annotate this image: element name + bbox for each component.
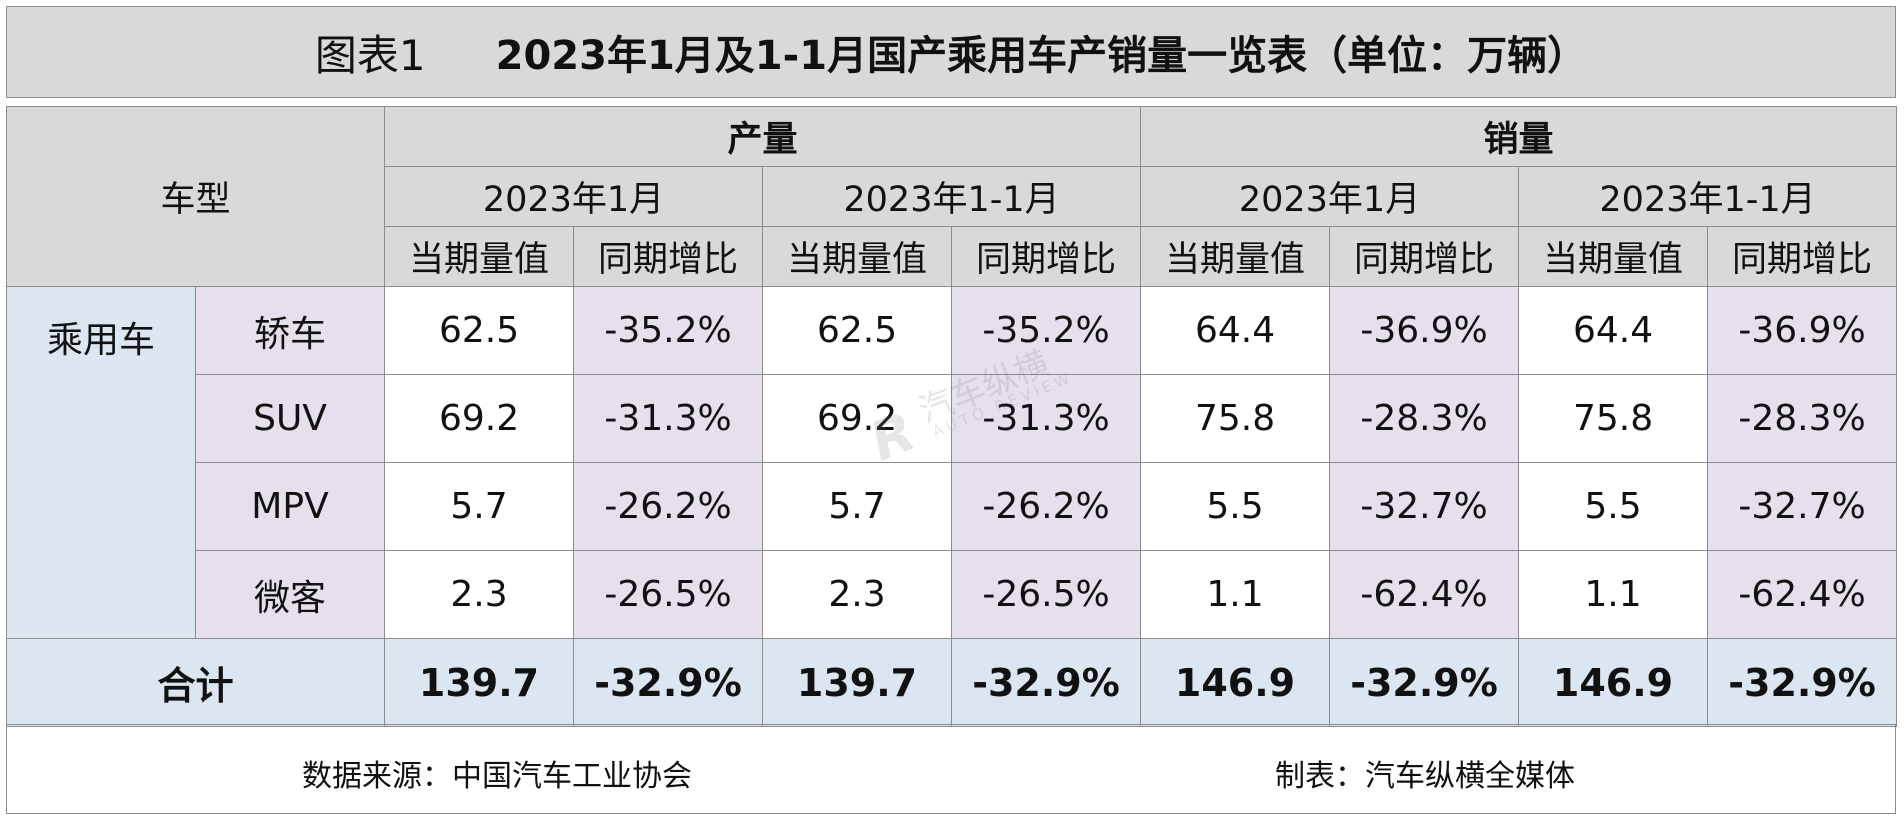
growth-cell: -31.3% (573, 374, 764, 463)
header-period: 2023年1-1月 (1518, 166, 1898, 227)
total-value-cell: 146.9 (1140, 638, 1331, 727)
total-growth-cell: -32.9% (951, 638, 1142, 727)
header-metric: 当期量值 (1518, 226, 1709, 287)
header-metric: 同期增比 (1707, 226, 1898, 287)
footer: 数据来源：中国汽车工业协会 制表：汽车纵横全媒体 (6, 724, 1896, 814)
total-label: 合计 (5, 638, 386, 727)
header-period: 2023年1月 (1140, 166, 1520, 227)
growth-cell: -35.2% (951, 286, 1142, 375)
growth-cell: -36.9% (1707, 286, 1898, 375)
table-row: 乘用车 轿车 62.5 -35.2% 62.5 -35.2% 64.4 -36.… (6, 286, 1898, 639)
vehicle-type-cell: 轿车 (194, 286, 386, 375)
source-note: 数据来源：中国汽车工业协会 (302, 759, 692, 794)
growth-cell: -35.2% (573, 286, 764, 375)
header-group-production: 产量 (384, 106, 1142, 167)
header-metric: 当期量值 (1140, 226, 1331, 287)
title-bar: 图表1 2023年1月及1-1月国产乘用车产销量一览表（单位：万辆） (6, 6, 1896, 98)
header-metric: 当期量值 (384, 226, 575, 287)
figure-label: 图表1 (314, 30, 426, 80)
page-title: 2023年1月及1-1月国产乘用车产销量一览表（单位：万辆） (495, 33, 1588, 79)
value-cell: 5.5 (1140, 462, 1331, 551)
vehicle-type-cell: MPV (194, 462, 386, 551)
vehicle-type-cell: SUV (194, 374, 386, 463)
value-cell: 64.4 (1140, 286, 1331, 375)
header-vehicle-type: 车型 (5, 106, 386, 287)
growth-cell: -62.4% (1329, 550, 1520, 639)
header-metric: 同期增比 (1329, 226, 1520, 287)
table-row: MPV 5.7 -26.2% 5.7 -26.2% 5.5 -32.7% 5.5… (7, 462, 1898, 551)
value-cell: 2.3 (384, 550, 575, 639)
header-metric: 同期增比 (951, 226, 1142, 287)
value-cell: 5.7 (762, 462, 953, 551)
value-cell: 75.8 (1518, 374, 1709, 463)
growth-cell: -26.2% (951, 462, 1142, 551)
growth-cell: -32.7% (1707, 462, 1898, 551)
growth-cell: -28.3% (1329, 374, 1520, 463)
total-value-cell: 146.9 (1518, 638, 1709, 727)
total-row: 合计 139.7 -32.9% 139.7 -32.9% 146.9 -32.9… (5, 638, 1898, 727)
value-cell: 62.5 (384, 286, 575, 375)
growth-cell: -31.3% (951, 374, 1142, 463)
value-cell: 1.1 (1518, 550, 1709, 639)
vehicle-type-cell: 微客 (194, 550, 386, 639)
growth-cell: -26.5% (573, 550, 764, 639)
table-row: SUV 69.2 -31.3% 69.2 -31.3% 75.8 -28.3% … (7, 374, 1898, 463)
total-value-cell: 139.7 (762, 638, 953, 727)
growth-cell: -28.3% (1707, 374, 1898, 463)
header-metric: 同期增比 (573, 226, 764, 287)
growth-cell: -36.9% (1329, 286, 1520, 375)
category-cell: 乘用车 (6, 286, 196, 639)
value-cell: 5.7 (384, 462, 575, 551)
total-value-cell: 139.7 (384, 638, 575, 727)
total-growth-cell: -32.9% (1329, 638, 1520, 727)
table-row: 微客 2.3 -26.5% 2.3 -26.5% 1.1 -62.4% 1.1 … (7, 550, 1898, 639)
total-growth-cell: -32.9% (1707, 638, 1898, 727)
value-cell: 5.5 (1518, 462, 1709, 551)
header-period: 2023年1月 (384, 166, 764, 227)
value-cell: 2.3 (762, 550, 953, 639)
header-period: 2023年1-1月 (762, 166, 1142, 227)
value-cell: 1.1 (1140, 550, 1331, 639)
growth-cell: -26.2% (573, 462, 764, 551)
value-cell: 62.5 (762, 286, 953, 375)
growth-cell: -32.7% (1329, 462, 1520, 551)
header-group-sales: 销量 (1140, 106, 1898, 167)
growth-cell: -62.4% (1707, 550, 1898, 639)
value-cell: 75.8 (1140, 374, 1331, 463)
header-metric: 当期量值 (762, 226, 953, 287)
table-figure: 图表1 2023年1月及1-1月国产乘用车产销量一览表（单位：万辆） 车型 产量… (5, 6, 1898, 817)
maker-note: 制表：汽车纵横全媒体 (1275, 759, 1575, 794)
production-sales-table: 车型 产量 销量 2023年1月 2023年1-1月 2023年1月 2023年… (5, 106, 1898, 727)
value-cell: 69.2 (384, 374, 575, 463)
value-cell: 69.2 (762, 374, 953, 463)
value-cell: 64.4 (1518, 286, 1709, 375)
total-growth-cell: -32.9% (573, 638, 764, 727)
growth-cell: -26.5% (951, 550, 1142, 639)
